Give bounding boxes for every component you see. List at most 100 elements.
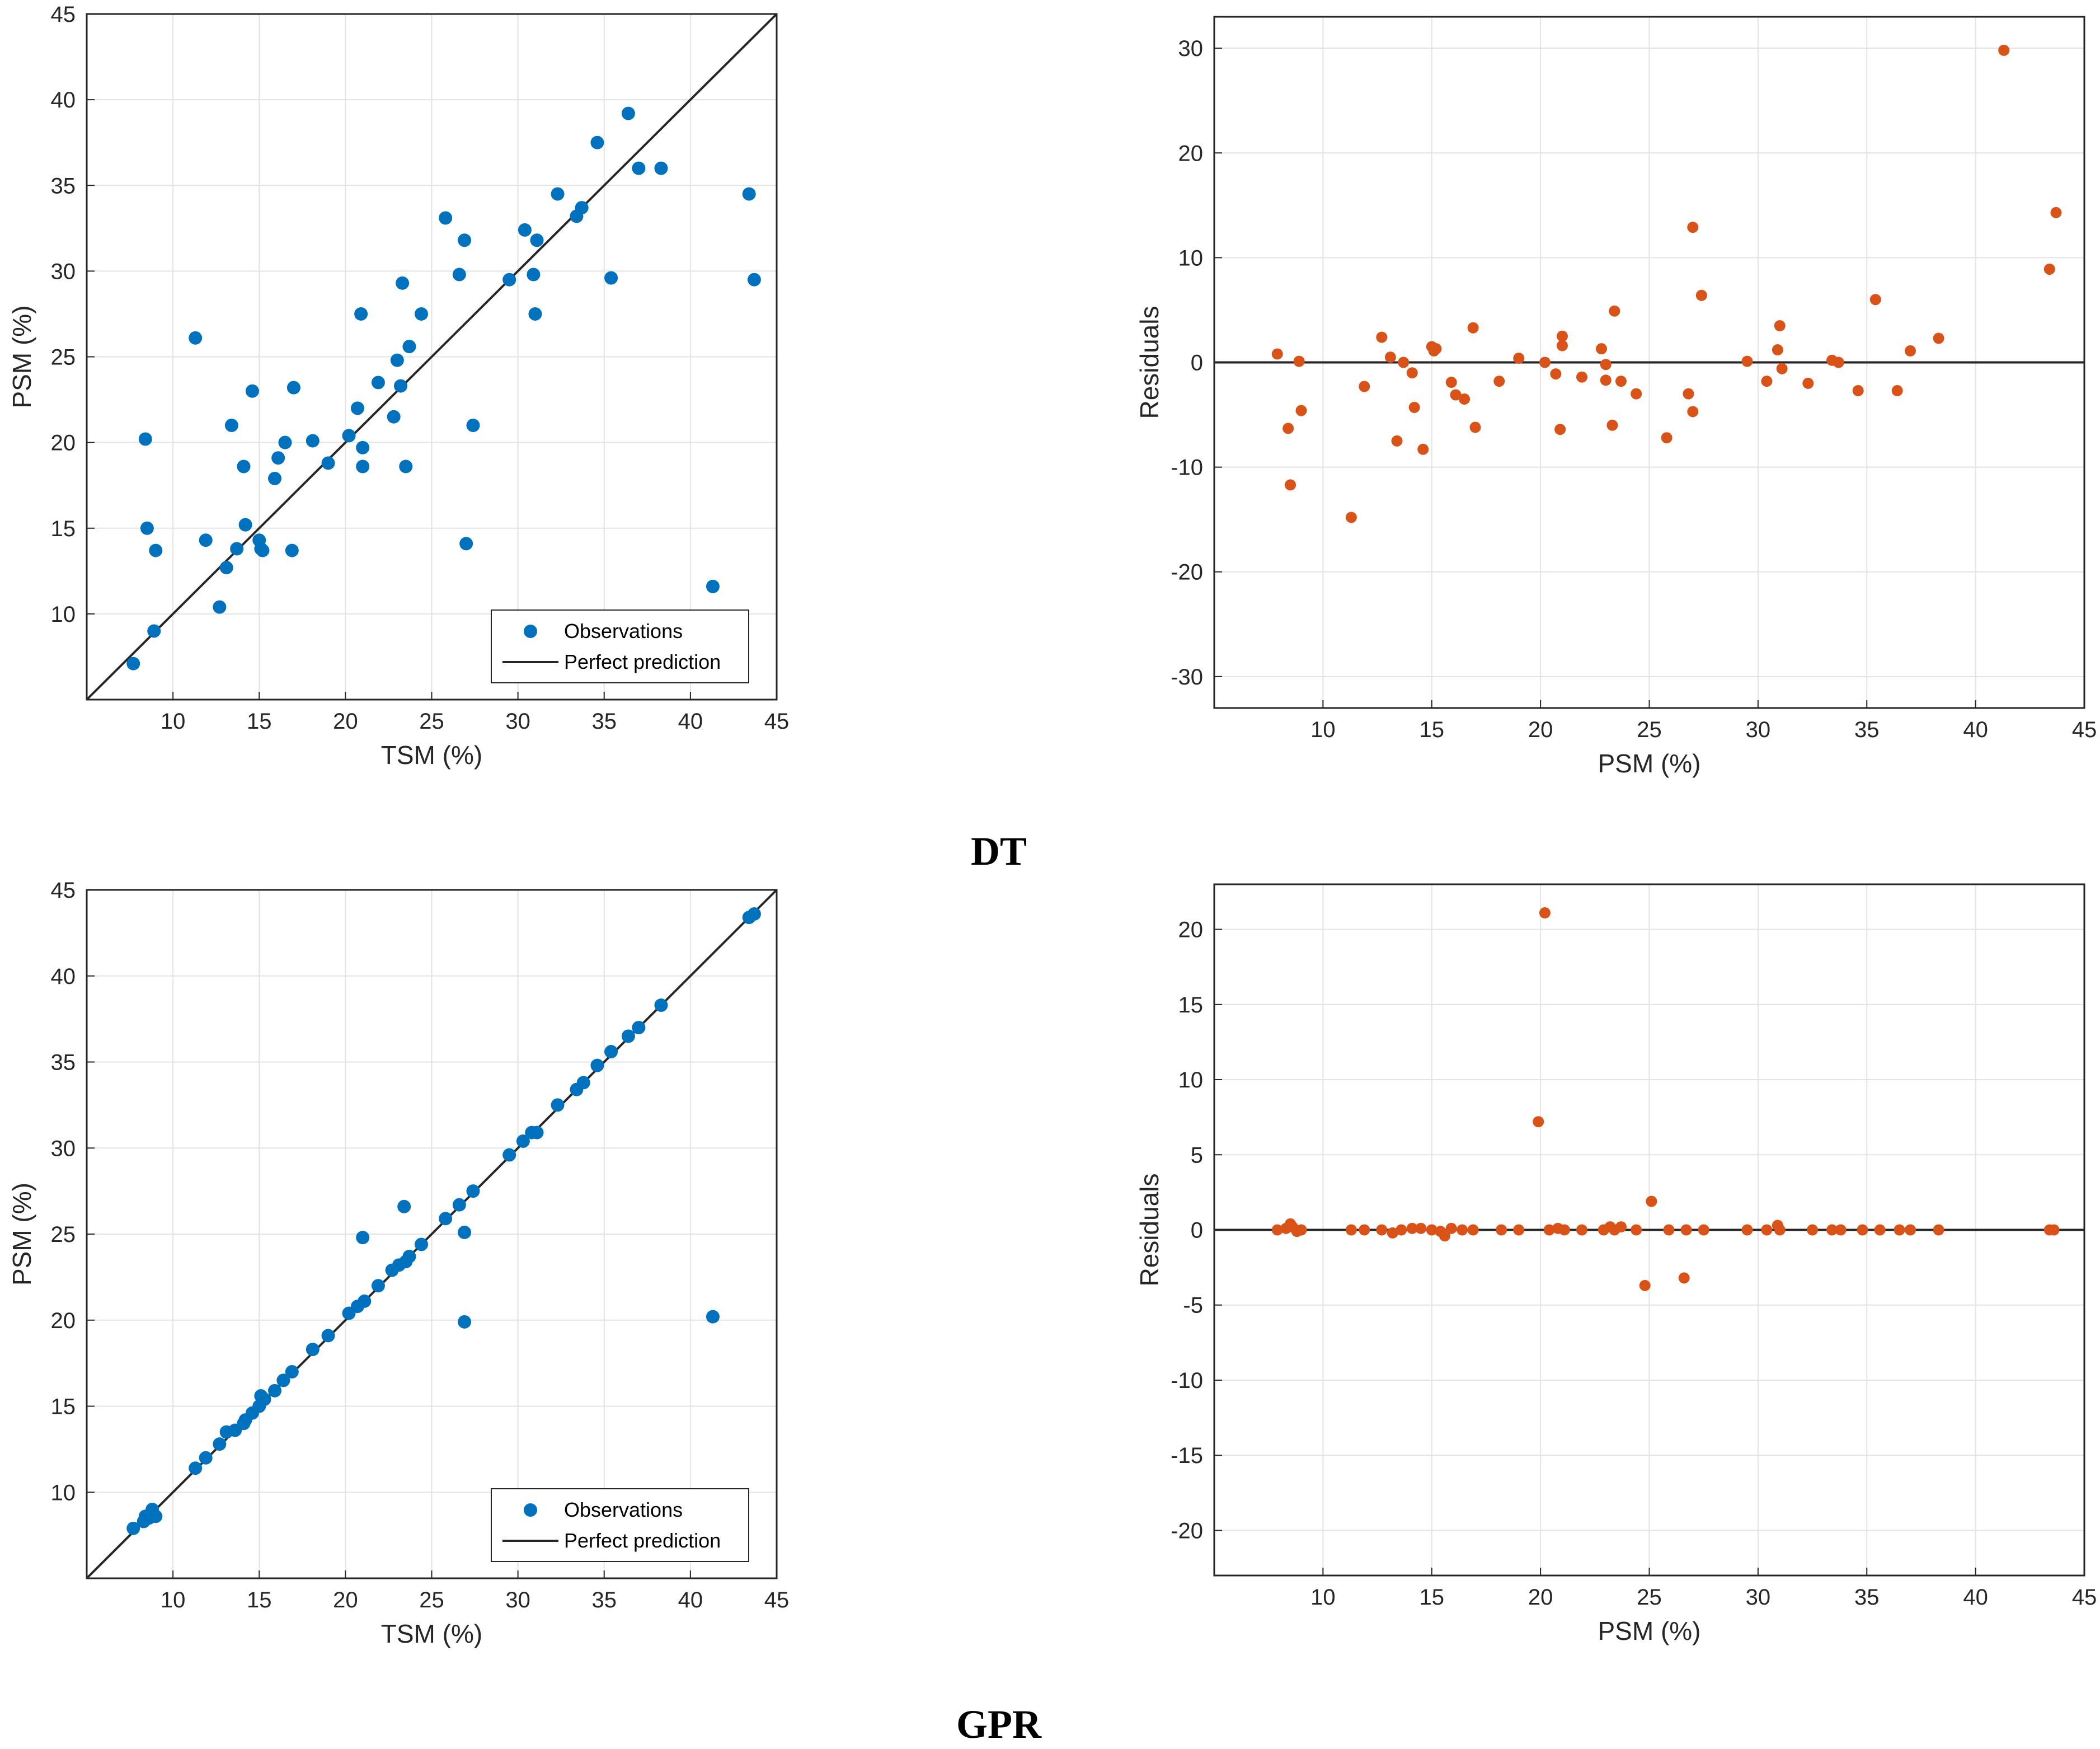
observation-point [149, 543, 163, 557]
observation-point [371, 1279, 385, 1293]
y-axis-label: PSM (%) [7, 1183, 36, 1286]
residual-point [1826, 1224, 1838, 1236]
observation-point [590, 1058, 604, 1072]
y-tick-label: 5 [1191, 1143, 1203, 1167]
observation-point [575, 201, 589, 215]
residual-point [1557, 340, 1568, 351]
x-tick-label: 45 [764, 709, 790, 734]
residual-point [2048, 1224, 2060, 1236]
y-tick-label: -5 [1183, 1293, 1203, 1318]
residual-point [1631, 388, 1642, 400]
observation-point [621, 1029, 635, 1043]
observation-point [632, 1021, 646, 1034]
y-tick-label: 45 [51, 2, 76, 27]
residual-point [1678, 1272, 1690, 1284]
x-tick-label: 30 [1746, 718, 1771, 742]
observation-point [604, 271, 618, 285]
residual-point [1426, 1224, 1437, 1236]
observation-point [402, 340, 416, 354]
observation-point [530, 233, 544, 247]
observation-point [147, 624, 161, 638]
residual-point [1905, 1224, 1916, 1236]
observation-point [399, 459, 413, 473]
observation-point [452, 268, 466, 282]
x-tick-label: 35 [592, 709, 617, 734]
y-tick-label: 15 [51, 1395, 76, 1419]
observation-point [245, 384, 259, 398]
y-tick-label: 20 [51, 431, 76, 456]
residual-point [1639, 1279, 1651, 1291]
residual-point [1576, 371, 1587, 383]
residual-point [1445, 377, 1457, 388]
observation-point [452, 1198, 466, 1212]
y-tick-label: 30 [51, 259, 76, 284]
observation-point [387, 410, 401, 424]
x-tick-label: 25 [419, 1588, 444, 1612]
residual-point [1687, 406, 1699, 418]
residual-point [1558, 1224, 1570, 1236]
y-tick-label: 25 [51, 345, 76, 370]
residual-point [1772, 344, 1783, 356]
residual-point [1741, 355, 1753, 367]
residual-point [1345, 512, 1357, 523]
observation-point [551, 187, 565, 201]
residual-point [1661, 432, 1673, 444]
y-tick-label: 10 [51, 602, 76, 627]
x-tick-label: 45 [2072, 1585, 2097, 1610]
observation-point [267, 471, 281, 485]
observation-point [321, 1329, 335, 1343]
residual-point [1606, 419, 1618, 431]
residual-point [1293, 355, 1305, 367]
observation-point [516, 1134, 530, 1148]
legend-perfect-label: Perfect prediction [564, 1529, 721, 1552]
y-tick-label: -10 [1171, 456, 1203, 480]
residual-point [1406, 367, 1418, 379]
residual-point [1493, 376, 1505, 387]
axes-frame [86, 889, 778, 1579]
residual-point [1496, 1224, 1507, 1236]
residual-point [1359, 381, 1370, 392]
residual-point [1384, 351, 1396, 363]
residual-point [1687, 222, 1699, 233]
residual-point [1398, 357, 1410, 368]
residual-point [1852, 385, 1864, 397]
x-axis-label: TSM (%) [381, 740, 482, 770]
x-tick-label: 40 [678, 1588, 703, 1612]
residual-point [1295, 405, 1307, 416]
x-tick-label: 25 [1637, 1585, 1662, 1610]
observation-point [502, 1148, 516, 1162]
x-tick-label: 20 [1528, 718, 1553, 742]
residual-point [1467, 322, 1479, 334]
residual-point [1387, 1227, 1398, 1239]
observation-point [394, 379, 408, 393]
observation-point [267, 1384, 281, 1398]
observation-point [604, 1045, 618, 1059]
observation-point [286, 381, 300, 395]
x-axis-label: PSM (%) [1598, 749, 1701, 778]
residual-point [1680, 1224, 1692, 1236]
residual-point [1891, 385, 1903, 397]
y-tick-label: 0 [1191, 351, 1203, 376]
residual-point [1698, 1224, 1709, 1236]
residual-point [1833, 357, 1844, 368]
y-tick-label: 35 [51, 1051, 76, 1075]
observation-point [654, 998, 668, 1012]
x-axis-label: TSM (%) [381, 1619, 482, 1648]
y-tick-label: 20 [1178, 141, 1204, 166]
residual-point [1894, 1224, 1905, 1236]
y-tick-label: 40 [51, 88, 76, 112]
observation-point [415, 307, 429, 321]
observation-point [199, 533, 213, 547]
residual-point [1554, 424, 1566, 435]
observation-point [458, 233, 472, 247]
x-tick-label: 35 [1854, 1585, 1880, 1610]
observation-point [356, 459, 370, 473]
observation-point [551, 1098, 565, 1112]
observation-point [527, 268, 541, 282]
x-tick-label: 30 [505, 709, 530, 734]
residual-point [1539, 357, 1551, 368]
y-tick-label: 45 [51, 878, 76, 903]
residual-point [1695, 289, 1707, 301]
caption-dt: DT [971, 829, 1027, 874]
residual-point [2050, 207, 2062, 218]
